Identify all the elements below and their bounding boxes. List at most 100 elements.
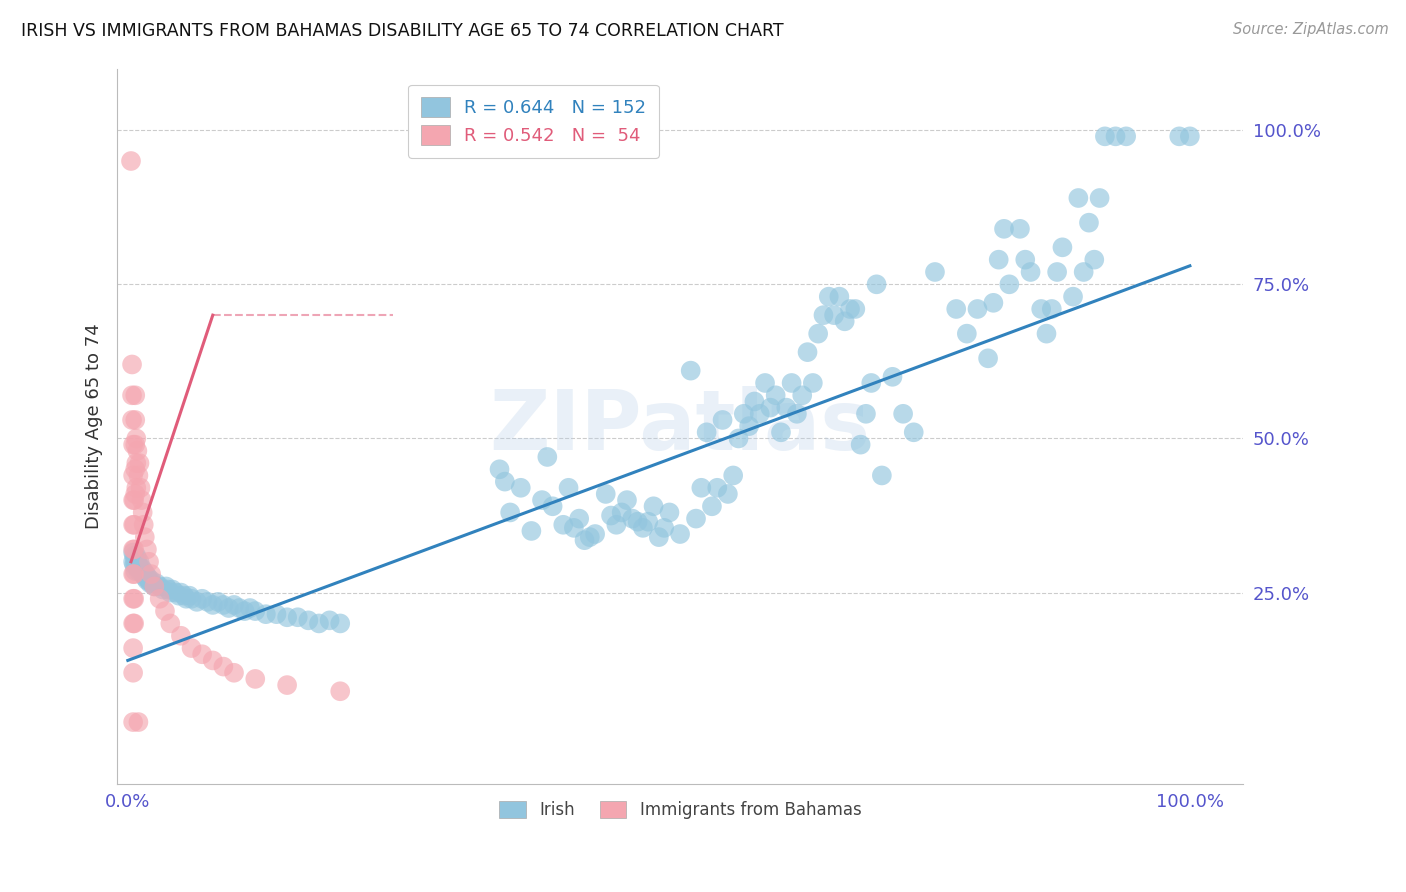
Point	[605, 517, 627, 532]
Point	[318, 613, 340, 627]
Text: ZIPatlas: ZIPatlas	[489, 385, 870, 467]
Point	[170, 585, 193, 599]
Point	[531, 493, 554, 508]
Point	[165, 585, 187, 599]
Point	[159, 585, 181, 599]
Point	[744, 394, 766, 409]
Point	[122, 616, 145, 631]
Point	[128, 456, 150, 470]
Point	[520, 524, 543, 538]
Point	[125, 549, 148, 563]
Point	[152, 582, 174, 597]
Point	[141, 567, 163, 582]
Point	[652, 521, 675, 535]
Point	[149, 579, 172, 593]
Point	[122, 549, 145, 563]
Point	[228, 601, 250, 615]
Point	[122, 542, 145, 557]
Point	[807, 326, 830, 341]
Point	[1035, 326, 1057, 341]
Point	[141, 576, 163, 591]
Point	[721, 468, 744, 483]
Point	[131, 561, 153, 575]
Point	[945, 301, 967, 316]
Point	[562, 521, 585, 535]
Point	[568, 511, 591, 525]
Point	[222, 598, 245, 612]
Point	[488, 462, 510, 476]
Point	[121, 358, 143, 372]
Point	[616, 493, 638, 508]
Point	[329, 616, 352, 631]
Point	[700, 500, 723, 514]
Point	[266, 607, 288, 622]
Point	[553, 517, 575, 532]
Point	[297, 613, 319, 627]
Point	[122, 493, 145, 508]
Point	[155, 579, 177, 593]
Point	[127, 561, 149, 575]
Point	[769, 425, 792, 440]
Point	[122, 665, 145, 680]
Point	[1062, 290, 1084, 304]
Point	[1052, 240, 1074, 254]
Point	[122, 567, 145, 582]
Point	[135, 567, 157, 582]
Point	[212, 659, 235, 673]
Y-axis label: Disability Age 65 to 74: Disability Age 65 to 74	[86, 323, 103, 529]
Point	[1104, 129, 1126, 144]
Point	[180, 591, 202, 606]
Point	[120, 153, 142, 168]
Point	[174, 591, 197, 606]
Point	[157, 582, 180, 597]
Point	[727, 432, 749, 446]
Point	[557, 481, 579, 495]
Point	[287, 610, 309, 624]
Point	[796, 345, 818, 359]
Point	[977, 351, 1000, 366]
Point	[669, 527, 692, 541]
Point	[145, 576, 167, 591]
Point	[245, 672, 267, 686]
Point	[122, 616, 145, 631]
Point	[792, 388, 814, 402]
Point	[956, 326, 979, 341]
Point	[131, 567, 153, 582]
Point	[870, 468, 893, 483]
Point	[828, 290, 851, 304]
Point	[136, 570, 159, 584]
Point	[780, 376, 803, 390]
Point	[983, 295, 1005, 310]
Point	[1083, 252, 1105, 267]
Point	[823, 308, 845, 322]
Point	[583, 527, 606, 541]
Point	[578, 530, 600, 544]
Point	[849, 437, 872, 451]
Point	[1040, 301, 1063, 316]
Point	[329, 684, 352, 698]
Point	[138, 555, 160, 569]
Point	[127, 468, 149, 483]
Legend: Irish, Immigrants from Bahamas: Irish, Immigrants from Bahamas	[492, 794, 868, 825]
Point	[122, 493, 145, 508]
Point	[637, 515, 659, 529]
Point	[748, 407, 770, 421]
Point	[855, 407, 877, 421]
Point	[1094, 129, 1116, 144]
Point	[122, 591, 145, 606]
Point	[610, 505, 633, 519]
Point	[153, 604, 176, 618]
Point	[706, 481, 728, 495]
Point	[207, 595, 229, 609]
Point	[696, 425, 718, 440]
Point	[621, 511, 644, 525]
Point	[658, 505, 681, 519]
Point	[966, 301, 988, 316]
Point	[124, 487, 146, 501]
Point	[122, 555, 145, 569]
Point	[122, 641, 145, 656]
Point	[765, 388, 787, 402]
Point	[844, 301, 866, 316]
Point	[129, 564, 152, 578]
Point	[124, 413, 146, 427]
